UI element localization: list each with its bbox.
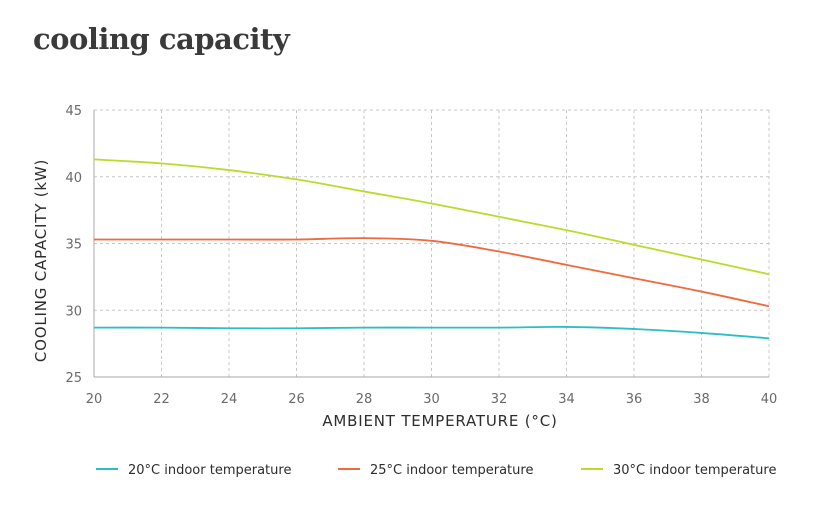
legend-label-1: 20°C indoor temperature	[128, 463, 291, 478]
x-tick-label: 32	[491, 392, 508, 407]
x-tick-label: 36	[626, 392, 643, 407]
x-tick-label: 38	[693, 392, 710, 407]
series-lines	[93, 158, 770, 340]
y-tick-label: 35	[65, 238, 82, 253]
legend-label-2: 25°C indoor temperature	[370, 463, 533, 478]
series-line-3	[93, 158, 770, 276]
y-tick-label: 25	[65, 371, 82, 386]
chart-title: cooling capacity	[33, 22, 290, 56]
series-line-2	[93, 237, 770, 308]
legend-label-3: 30°C indoor temperature	[613, 463, 776, 478]
axes	[93, 110, 769, 378]
x-tick-labels: 20 22 24 26 28 30 32 34 36 38 40	[86, 392, 778, 407]
x-tick-label: 20	[86, 392, 103, 407]
y-tick-label: 40	[65, 171, 82, 186]
x-tick-label: 40	[761, 392, 778, 407]
x-axis-label: AMBIENT TEMPERATURE (°C)	[322, 412, 557, 430]
y-tick-label: 45	[65, 104, 82, 119]
grid	[94, 109, 770, 377]
x-tick-label: 34	[558, 392, 575, 407]
legend: 20°C indoor temperature 25°C indoor tempe…	[96, 463, 776, 478]
x-tick-label: 28	[356, 392, 373, 407]
y-tick-labels: 25 30 35 40 45	[65, 104, 82, 386]
series-line-1	[93, 325, 770, 340]
y-axis-label: COOLING CAPACITY (kW)	[32, 159, 50, 362]
x-tick-label: 26	[288, 392, 305, 407]
x-tick-label: 22	[153, 392, 170, 407]
x-tick-label: 24	[221, 392, 238, 407]
y-tick-label: 30	[65, 304, 82, 319]
x-tick-label: 30	[423, 392, 440, 407]
